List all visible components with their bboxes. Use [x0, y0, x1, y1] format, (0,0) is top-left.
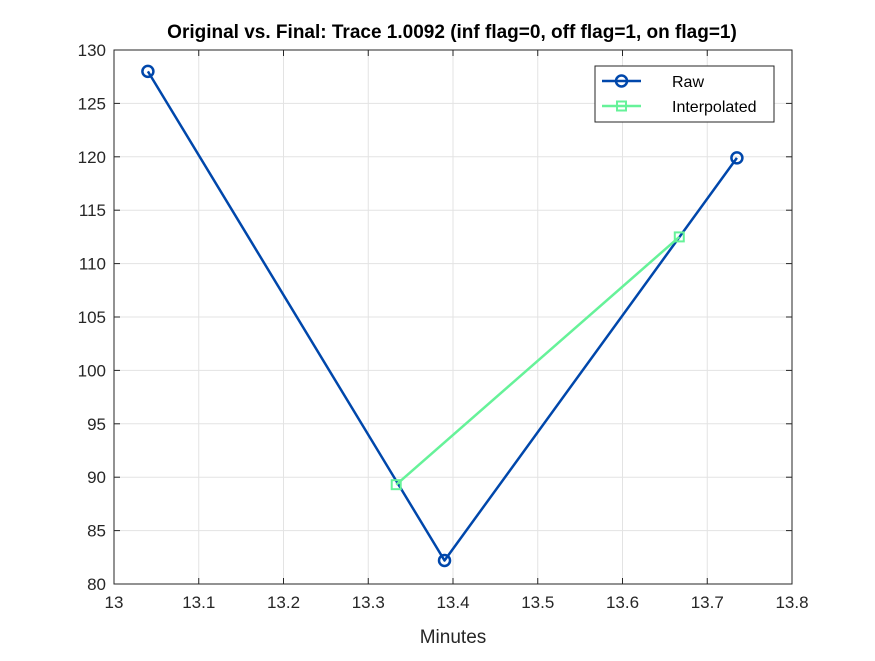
y-tick-label: 90: [87, 468, 106, 487]
x-tick-label: 13.1: [182, 593, 215, 612]
y-tick-label: 120: [78, 148, 106, 167]
y-tick-label: 100: [78, 361, 106, 380]
x-tick-label: 13.3: [352, 593, 385, 612]
grid-lines: [113, 49, 793, 585]
series-interpolated-point: [390, 479, 402, 491]
series-raw-point: [437, 553, 452, 568]
legend: Raw Interpolated: [594, 65, 775, 123]
y-tick-label: 115: [79, 201, 106, 220]
legend-item-raw: Raw: [602, 74, 704, 91]
series-interpolated-point: [673, 231, 685, 243]
x-tick-label: 13.4: [436, 593, 469, 612]
y-tick-label: 85: [87, 522, 106, 541]
y-tick-label: 105: [78, 308, 106, 327]
series-raw-line: [146, 70, 738, 562]
x-tick-label: 13.7: [691, 593, 724, 612]
x-tick-label: 13.2: [267, 593, 300, 612]
x-tick-label: 13: [105, 593, 124, 612]
series-layer: [141, 64, 744, 568]
x-axis-label: Minutes: [420, 627, 487, 648]
chart-title: Original vs. Final: Trace 1.0092 (inf fl…: [167, 22, 737, 43]
x-tick-label: 13.6: [606, 593, 639, 612]
legend-item-interpolated: Interpolated: [602, 99, 757, 116]
legend-raw-marker: [614, 74, 629, 88]
y-tick-label: 130: [78, 41, 106, 60]
y-tick-label: 125: [78, 94, 106, 113]
x-tick-label: 13.8: [775, 593, 808, 612]
y-tick-label: 95: [87, 415, 106, 434]
y-tick-label: 80: [87, 575, 106, 594]
y-tick-label: 110: [79, 255, 106, 274]
legend-interpolated-marker: [616, 100, 627, 112]
series-interpolated-line: [395, 235, 681, 486]
series-raw: [141, 64, 744, 568]
series-raw-point: [141, 64, 155, 79]
axis-ticks: 13 13.1 13.2 13.3 13.4 13.5 13.6 13.7 13.8 80 85 90…: [78, 41, 809, 612]
x-tick-label: 13.5: [521, 593, 554, 612]
series-raw-point: [730, 151, 744, 165]
legend-interpolated-label: Interpolated: [672, 99, 757, 116]
legend-raw-label: Raw: [672, 74, 704, 91]
series-interpolated: [390, 231, 685, 491]
